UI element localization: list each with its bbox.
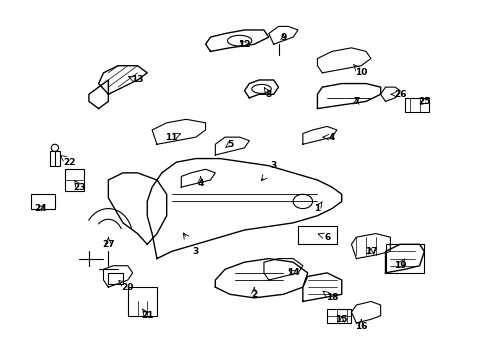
Ellipse shape (292, 194, 312, 208)
Ellipse shape (227, 35, 251, 46)
Text: 7: 7 (352, 97, 359, 106)
Text: 11: 11 (165, 132, 178, 141)
Bar (64, 169, 84, 191)
Bar (404, 98, 428, 112)
Text: 8: 8 (265, 90, 271, 99)
Text: 3: 3 (192, 247, 199, 256)
Bar (297, 226, 336, 244)
Text: 19: 19 (393, 261, 406, 270)
Bar (127, 287, 157, 316)
Bar (108, 273, 122, 284)
Text: 21: 21 (141, 311, 153, 320)
Text: 20: 20 (122, 283, 134, 292)
Text: 26: 26 (393, 90, 406, 99)
Text: 25: 25 (417, 97, 430, 106)
Text: 27: 27 (102, 240, 114, 249)
Text: 13: 13 (131, 76, 143, 85)
Text: 4: 4 (328, 132, 334, 141)
Text: 12: 12 (238, 40, 250, 49)
Ellipse shape (251, 85, 271, 93)
Bar (385, 244, 424, 273)
Text: 14: 14 (286, 268, 299, 277)
Text: 16: 16 (354, 322, 366, 331)
Text: 15: 15 (335, 315, 347, 324)
Text: 22: 22 (63, 158, 76, 167)
Text: 5: 5 (226, 140, 233, 149)
Text: 23: 23 (73, 183, 85, 192)
Text: 17: 17 (364, 247, 376, 256)
Bar (50, 152, 60, 166)
Bar (326, 309, 351, 323)
Text: 1: 1 (314, 204, 320, 213)
Text: 6: 6 (324, 233, 329, 242)
Text: 9: 9 (280, 33, 286, 42)
Text: 4: 4 (197, 179, 203, 188)
Text: 3: 3 (270, 161, 276, 170)
Text: 18: 18 (325, 293, 338, 302)
Text: 2: 2 (250, 290, 257, 299)
Text: 24: 24 (34, 204, 46, 213)
Text: 10: 10 (354, 68, 366, 77)
Ellipse shape (51, 144, 59, 152)
Bar (30, 194, 55, 208)
